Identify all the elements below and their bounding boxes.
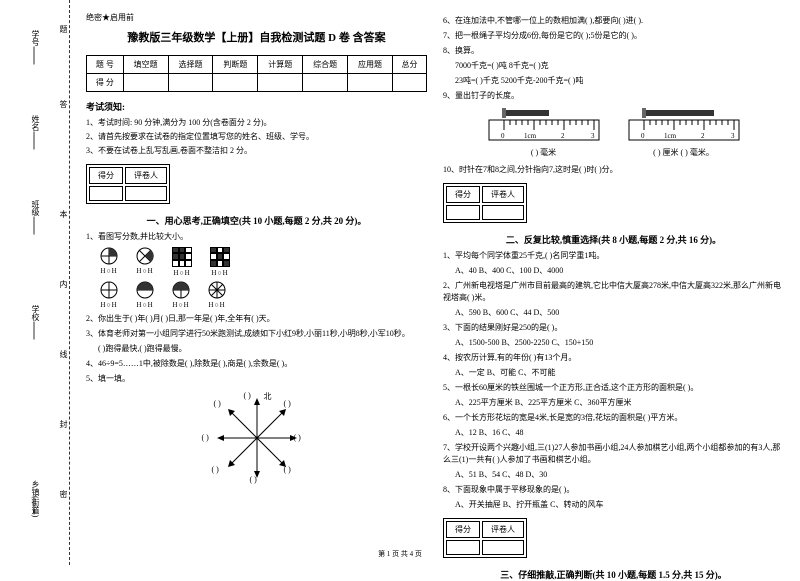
grid-icon xyxy=(172,247,192,267)
grader-box-3: 得分评卷人 xyxy=(443,518,527,558)
shape-grid-1: H○H xyxy=(172,247,192,277)
shape-grid-2: H○H xyxy=(210,247,230,277)
table-row: 得 分 xyxy=(87,74,427,92)
margin-label-name: 姓名 xyxy=(30,115,41,131)
question-2-1-opts: A、40 B、400 C、100 D、4000 xyxy=(455,265,784,277)
question-1-5: 5、填一填。 xyxy=(86,373,427,385)
fraction-shapes-2: H○H H○H H○H H○H xyxy=(100,281,427,309)
svg-text:1cm: 1cm xyxy=(524,132,537,140)
question-2-2: 2、广州新电视塔是广州市目前最高的建筑,它比中信大厦高278米,中信大厦高322… xyxy=(443,280,784,304)
question-2-1: 1、平均每个同学体重25千克,( )名同学重1吨。 xyxy=(443,250,784,262)
svg-text:3: 3 xyxy=(591,132,595,140)
notice-item: 2、请首先按要求在试卷的指定位置填写您的姓名、班级、学号。 xyxy=(86,131,427,142)
ruler-diagrams: 0 1cm 2 3 ( ) 毫米 xyxy=(443,108,784,158)
ruler-1: 0 1cm 2 3 ( ) 毫米 xyxy=(484,108,604,158)
notice-item: 1、考试时间: 90 分钟,满分为 100 分(含卷面分 2 分)。 xyxy=(86,117,427,128)
margin-label-school: 学校 xyxy=(30,305,41,321)
svg-text:2: 2 xyxy=(561,132,565,140)
question-1-10: 10、时针在7和8之间,分针指向7,这时是( )时( )分。 xyxy=(443,164,784,176)
grader-box: 得分评卷人 xyxy=(86,164,170,204)
question-1-8: 8、换算。 xyxy=(443,45,784,57)
margin-label-id: 学号 xyxy=(30,30,41,46)
svg-text:0: 0 xyxy=(641,132,645,140)
section-3-title: 三、仔细推敲,正确判断(共 10 小题,每题 1.5 分,共 15 分)。 xyxy=(443,568,784,581)
grader-box-2: 得分评卷人 xyxy=(443,183,527,223)
question-1-8a: 7000千克=( )吨 8千克=( )克 xyxy=(455,60,784,72)
question-1-2: 2、你出生于( )年( )月( )日,那一年是( )年,全年有( )天。 xyxy=(86,313,427,325)
question-1-3: 3、体育老师对第一小组同学进行50米跑测试,成绩如下小红9秒,小丽11秒,小明8… xyxy=(86,328,427,340)
compass-diagram: ( ) 北 ( ) ( ) ( ) ( ) ( ) ( ) ( ) xyxy=(212,393,302,483)
circle-icon xyxy=(136,281,154,299)
question-2-8: 8、下面现象中属于平移现象的是( )。 xyxy=(443,484,784,496)
circle-icon xyxy=(172,281,190,299)
question-2-8-opts: A、开关抽屉 B、拧开瓶盖 C、转动的风车 xyxy=(455,499,784,511)
section-1-title: 一、用心思考,正确填空(共 10 小题,每题 2 分,共 20 分)。 xyxy=(86,214,427,227)
circle-icon xyxy=(100,281,118,299)
svg-text:2: 2 xyxy=(701,132,705,140)
question-2-5-opts: A、225平方厘米 B、225平方厘米 C、360平方厘米 xyxy=(455,397,784,409)
svg-text:1cm: 1cm xyxy=(664,132,677,140)
question-2-2-opts: A、590 B、600 C、44 D、500 xyxy=(455,307,784,319)
svg-text:3: 3 xyxy=(731,132,735,140)
binding-margin: 学号 姓名 班级 学校 乡镇(街道) 题 答 本 内 线 封 密 xyxy=(0,0,70,565)
margin-label-town: 乡镇(街道) xyxy=(30,480,41,517)
score-table: 题 号 填空题 选择题 判断题 计算题 综合题 应用题 总分 得 分 xyxy=(86,55,427,92)
question-1-4: 4、46÷9=5……1中,被除数是( ),除数是( ),商是( ),余数是( )… xyxy=(86,358,427,370)
question-1-1: 1、看图写分数,并比较大小。 xyxy=(86,231,427,243)
circle-icon xyxy=(100,247,118,265)
right-column: 6、在连加法中,不管哪一位上的数相加满( ),都要向( )进( ). 7、把一根… xyxy=(435,12,792,553)
question-2-5: 5、一根长60厘米的铁丝围城一个正方形,正合适,这个正方形的面积是( )。 xyxy=(443,382,784,394)
margin-label-class: 班级 xyxy=(30,200,41,216)
shape-circle-1: H○H xyxy=(100,247,118,277)
circle-icon xyxy=(208,281,226,299)
grid-icon xyxy=(210,247,230,267)
table-row: 题 号 填空题 选择题 判断题 计算题 综合题 应用题 总分 xyxy=(87,56,427,74)
exam-title: 豫教版三年级数学【上册】自我检测试题 D 卷 含答案 xyxy=(86,29,427,45)
svg-text:0: 0 xyxy=(501,132,505,140)
question-2-4: 4、按农历计算,有的年份( )有13个月。 xyxy=(443,352,784,364)
question-2-4-opts: A、一定 B、可能 C、不可能 xyxy=(455,367,784,379)
question-2-6-opts: A、12 B、16 C、48 xyxy=(455,427,784,439)
circle-icon xyxy=(136,247,154,265)
ruler-2: 0 1cm 2 3 ( ) 厘米 ( ) 毫米。 xyxy=(624,108,744,158)
question-1-9: 9、量出钉子的长度。 xyxy=(443,90,784,102)
question-2-3: 3、下面的结果刚好是250的是( )。 xyxy=(443,322,784,334)
ruler-icon: 0 1cm 2 3 xyxy=(624,108,744,143)
shape-circle-2: H○H xyxy=(136,247,154,277)
question-2-7: 7、学校开设两个兴趣小组,三(1)27人参加书画小组,24人参加棋艺小组,两个小… xyxy=(443,442,784,466)
page-content: 绝密★启用前 豫教版三年级数学【上册】自我检测试题 D 卷 含答案 题 号 填空… xyxy=(70,0,800,565)
question-2-6: 6、一个长方形花坛的宽是4米,长是宽的3倍,花坛的面积是( )平方米。 xyxy=(443,412,784,424)
section-2-title: 二、反复比较,慎重选择(共 8 小题,每题 2 分,共 16 分)。 xyxy=(443,233,784,246)
question-2-7-opts: A、51 B、54 C、48 D、30 xyxy=(455,469,784,481)
question-1-3b: ( )跑得最快,( )跑得最慢。 xyxy=(98,343,427,355)
question-1-7: 7、把一根绳子平均分成6份,每份是它的( );5份是它的( )。 xyxy=(443,30,784,42)
fraction-shapes: H○H H○H H○H H○H xyxy=(100,247,427,277)
notice-item: 3、不要在试卷上乱写乱画,卷面不整洁扣 2 分。 xyxy=(86,145,427,156)
question-1-6: 6、在连加法中,不管哪一位上的数相加满( ),都要向( )进( ). xyxy=(443,15,784,27)
question-2-3-opts: A、1500-500 B、2500-2250 C、150+150 xyxy=(455,337,784,349)
notice-header: 考试须知: xyxy=(86,100,427,113)
left-column: 绝密★启用前 豫教版三年级数学【上册】自我检测试题 D 卷 含答案 题 号 填空… xyxy=(78,12,435,553)
question-1-8b: 23吨=( )千克 5200千克-200千克=( )吨 xyxy=(455,75,784,87)
ruler-icon: 0 1cm 2 3 xyxy=(484,108,604,143)
page-footer: 第 1 页 共 4 页 xyxy=(378,549,422,559)
secrecy-tag: 绝密★启用前 xyxy=(86,12,427,23)
